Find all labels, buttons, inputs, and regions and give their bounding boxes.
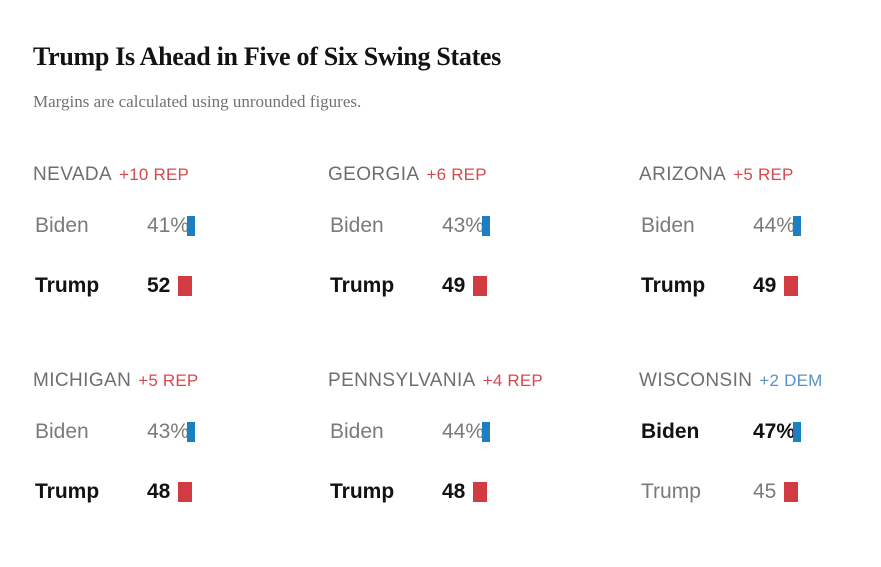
candidate-value: 49 (753, 274, 777, 297)
chart-subtitle: Margins are calculated using unrounded f… (33, 92, 362, 111)
margin-label: +4 REP (482, 371, 543, 390)
candidate-name: Biden (330, 420, 384, 443)
candidate-row-biden: Biden 44% (328, 420, 639, 443)
candidate-name: Biden (641, 214, 695, 237)
candidate-name: Trump (641, 274, 706, 297)
margin-label: +5 REP (138, 371, 199, 390)
dem-bar (793, 216, 801, 236)
candidate-row-trump: Trump 48 (328, 480, 639, 503)
panel-header: NEVADA +10 REP (33, 165, 328, 185)
candidate-name: Biden (641, 420, 700, 443)
candidate-name: Trump (330, 480, 395, 503)
state-panel-michigan: MICHIGAN +5 REP Biden 43% Trump 48 (33, 371, 328, 502)
panel-header: WISCONSIN +2 DEM (639, 371, 881, 391)
state-panel-wisconsin: WISCONSIN +2 DEM Biden 47% Trump 45 (639, 371, 881, 502)
candidate-row-biden: Biden 44% (639, 214, 881, 237)
margin-label: +6 REP (426, 165, 487, 184)
state-name: NEVADA (33, 164, 113, 185)
candidate-name: Trump (641, 480, 701, 503)
dem-bar (482, 216, 490, 236)
margin-label: +5 REP (733, 165, 794, 184)
state-name: PENNSYLVANIA (328, 370, 476, 391)
candidate-row-trump: Trump 45 (639, 480, 881, 503)
candidate-name: Trump (330, 274, 395, 297)
rep-bar (473, 482, 487, 502)
panel-header: MICHIGAN +5 REP (33, 371, 328, 391)
candidate-row-biden: Biden 41% (33, 214, 328, 237)
candidate-row-trump: Trump 49 (639, 274, 881, 297)
dem-bar (482, 422, 490, 442)
state-name: MICHIGAN (33, 370, 132, 391)
dem-bar (187, 422, 195, 442)
dem-bar (793, 422, 801, 442)
state-panels-grid: NEVADA +10 REP Biden 41% Trump 52 GEORGIA… (33, 165, 881, 502)
candidate-value: 45 (753, 480, 777, 503)
candidate-row-biden: Biden 47% (639, 420, 881, 443)
candidate-value: 48 (442, 480, 466, 503)
candidate-value: 52 (147, 274, 171, 297)
state-panel-arizona: ARIZONA +5 REP Biden 44% Trump 49 (639, 165, 881, 296)
candidate-row-trump: Trump 52 (33, 274, 328, 297)
candidate-row-biden: Biden 43% (33, 420, 328, 443)
rep-bar (784, 482, 798, 502)
candidate-value: 43% (442, 214, 485, 237)
state-panel-pennsylvania: PENNSYLVANIA +4 REP Biden 44% Trump 48 (328, 371, 639, 502)
state-panel-nevada: NEVADA +10 REP Biden 41% Trump 52 (33, 165, 328, 296)
panel-header: ARIZONA +5 REP (639, 165, 881, 185)
candidate-name: Biden (35, 420, 89, 443)
chart-title: Trump Is Ahead in Five of Six Swing Stat… (33, 42, 501, 71)
candidate-value: 44% (442, 420, 485, 443)
candidate-row-trump: Trump 48 (33, 480, 328, 503)
state-panel-georgia: GEORGIA +6 REP Biden 43% Trump 49 (328, 165, 639, 296)
margin-label: +2 DEM (759, 371, 823, 390)
rep-bar (178, 482, 192, 502)
candidate-name: Trump (35, 274, 100, 297)
margin-label: +10 REP (119, 165, 190, 184)
candidate-value: 44% (753, 214, 796, 237)
candidate-row-trump: Trump 49 (328, 274, 639, 297)
panel-header: PENNSYLVANIA +4 REP (328, 371, 639, 391)
candidate-name: Biden (330, 214, 384, 237)
rep-bar (178, 276, 192, 296)
candidate-name: Biden (35, 214, 89, 237)
candidate-value: 41% (147, 214, 190, 237)
dem-bar (187, 216, 195, 236)
state-name: WISCONSIN (639, 370, 753, 391)
candidate-value: 48 (147, 480, 171, 503)
state-name: ARIZONA (639, 164, 727, 185)
panel-header: GEORGIA +6 REP (328, 165, 639, 185)
candidate-row-biden: Biden 43% (328, 214, 639, 237)
state-name: GEORGIA (328, 164, 420, 185)
candidate-value: 47% (753, 420, 796, 443)
candidate-name: Trump (35, 480, 100, 503)
rep-bar (473, 276, 487, 296)
candidate-value: 49 (442, 274, 466, 297)
rep-bar (784, 276, 798, 296)
candidate-value: 43% (147, 420, 190, 443)
